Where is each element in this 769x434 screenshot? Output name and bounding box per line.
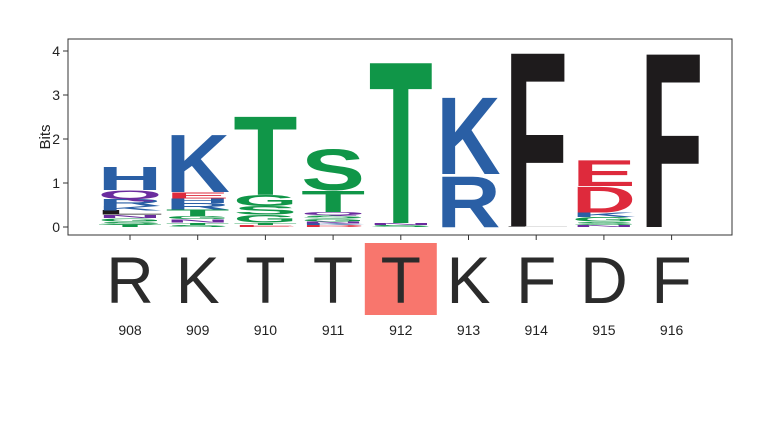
logo-letter-l: L: [95, 209, 165, 216]
position-label: 914: [525, 322, 549, 338]
logo-letter-k: K: [436, 75, 500, 198]
position-label: 909: [186, 322, 210, 338]
logo-letter-h: H: [166, 197, 230, 204]
logo-letter-s: S: [301, 214, 365, 219]
logo-letter-g: G: [233, 192, 297, 209]
y-tick-label: 0: [52, 219, 60, 235]
position-label: 910: [254, 322, 278, 338]
position-label: 908: [118, 322, 142, 338]
plot-frame: [67, 38, 733, 236]
logo-letter-t: T: [233, 222, 297, 225]
x-axis-ticks: [129, 235, 673, 240]
sequence-residue: T: [245, 243, 285, 317]
logo-letter-f: F: [640, 0, 704, 280]
logo-letter-q: Q: [98, 188, 162, 202]
logo-letter-k: K: [301, 223, 365, 226]
position-label: 915: [592, 322, 616, 338]
logo-letter-n: N: [166, 218, 230, 223]
logo-letter-s: S: [98, 221, 162, 225]
logo-letter-n: N: [301, 221, 365, 224]
logo-letter-s: S: [572, 220, 636, 225]
logo-letter-e: E: [166, 191, 230, 200]
logo-letter-s: S: [234, 204, 298, 218]
sequence-residue: T: [313, 243, 353, 317]
logo-letter-f: F: [504, 0, 568, 280]
logo-letter-s: S: [369, 224, 433, 227]
logo-letter-r: R: [436, 161, 500, 243]
logo-letter-t: T: [166, 208, 230, 218]
y-axis: 0 1 2 3 4: [52, 43, 68, 235]
logo-letter-r: R: [166, 201, 230, 211]
sequence-residue: F: [516, 243, 556, 317]
y-tick-label: 4: [52, 43, 60, 59]
highlight-box: [364, 243, 437, 315]
logo-letter-t: T: [369, 14, 433, 273]
logo-letter-e: E: [234, 224, 298, 227]
logo-letter-t: T: [166, 222, 230, 225]
logo-letter-d: D: [301, 225, 365, 228]
logo-letter-d: D: [572, 180, 636, 221]
position-label: 913: [457, 322, 481, 338]
sequence-residue: T: [381, 243, 421, 317]
logo-letter-s: S: [301, 137, 365, 202]
sequence-residue: R: [106, 243, 154, 317]
logo-letter-k: K: [98, 205, 162, 212]
logo-letter-t: T: [98, 224, 162, 228]
logo-letter-r: R: [98, 197, 162, 208]
sequence-residue: D: [580, 243, 628, 317]
sequence-residue: K: [446, 243, 490, 317]
logo-letter-g: G: [572, 216, 636, 223]
logo-letter-t: T: [301, 185, 365, 219]
position-label: 911: [322, 322, 345, 338]
position-label: 916: [660, 322, 684, 338]
logo-letter-h: H: [98, 160, 162, 198]
logo-letter-e: E: [572, 154, 636, 195]
logo-letter-s: S: [166, 224, 230, 227]
logo-letter-n: N: [98, 214, 162, 219]
logo-letter-g: G: [98, 217, 162, 222]
logo-letter-k: K: [572, 211, 636, 218]
logo-letter-g: G: [234, 213, 298, 225]
y-tick-label: 1: [52, 175, 60, 191]
sequence-residue: K: [176, 243, 220, 317]
logo-letter-q: Q: [301, 211, 365, 216]
logo-letter-g: G: [301, 218, 365, 222]
logo-letter-n: N: [369, 223, 433, 226]
logo-letter-l: L: [501, 226, 571, 227]
logo-letter-k: K: [166, 118, 230, 210]
sequence-residue: F: [651, 243, 691, 317]
logo-letter-t: T: [233, 93, 297, 219]
y-tick-label: 2: [52, 131, 60, 147]
y-tick-label: 3: [52, 87, 60, 103]
y-axis-label: Bits: [37, 124, 54, 149]
logo-letter-g: G: [166, 215, 230, 220]
position-labels: 908 909 910 911 912 913 914 915 916: [118, 322, 683, 338]
logo-letter-n: N: [572, 224, 636, 227]
position-label: 912: [389, 322, 413, 338]
